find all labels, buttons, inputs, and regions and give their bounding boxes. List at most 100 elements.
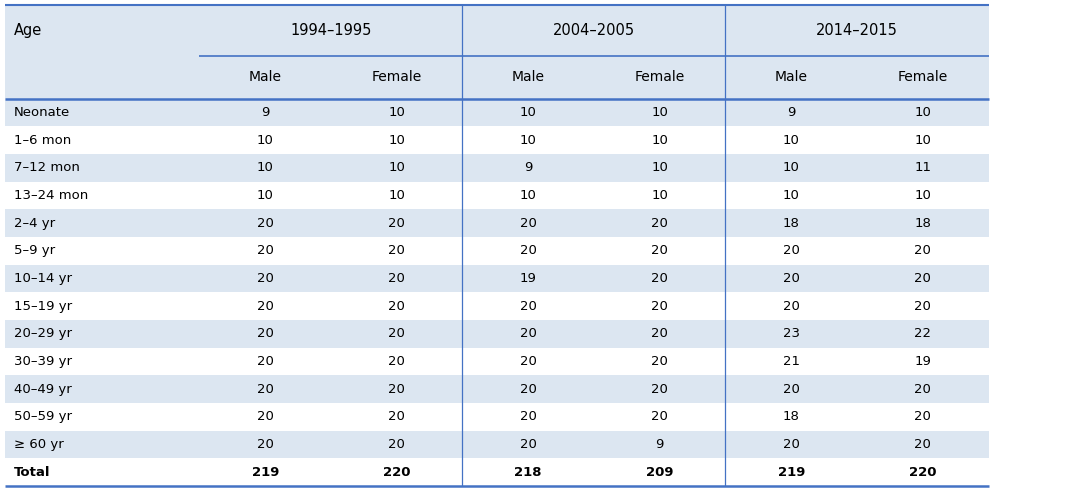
Text: 10: 10 (257, 161, 274, 175)
Text: Total: Total (14, 466, 51, 479)
Text: 2–4 yr: 2–4 yr (14, 217, 55, 230)
Bar (199, 431, 331, 458)
Bar (725, 126, 857, 154)
Text: Female: Female (635, 70, 685, 84)
Bar (199, 320, 331, 348)
Text: 10: 10 (257, 134, 274, 147)
Bar (857, 126, 989, 154)
Bar (594, 348, 725, 375)
Bar (594, 375, 725, 403)
Bar (594, 237, 725, 265)
Text: Male: Male (775, 70, 807, 84)
Bar (594, 320, 725, 348)
Text: Male: Male (249, 70, 281, 84)
Text: 9: 9 (261, 106, 270, 119)
Text: 30–39 yr: 30–39 yr (14, 355, 72, 368)
Text: 20: 20 (257, 272, 274, 285)
Text: ≥ 60 yr: ≥ 60 yr (14, 438, 64, 451)
Bar (725, 237, 857, 265)
Bar (199, 126, 331, 154)
Text: 15–19 yr: 15–19 yr (14, 300, 72, 312)
Bar (462, 348, 594, 375)
Text: 20: 20 (388, 355, 405, 368)
Bar (5, 458, 199, 486)
Text: 2014–2015: 2014–2015 (816, 23, 898, 38)
Text: 9: 9 (655, 438, 664, 451)
Bar (594, 458, 725, 486)
Text: 10: 10 (520, 106, 537, 119)
Text: 10: 10 (914, 106, 931, 119)
Text: 10: 10 (257, 189, 274, 202)
Bar (199, 265, 331, 292)
Text: 20: 20 (651, 245, 668, 257)
Text: 10: 10 (651, 134, 668, 147)
Text: 22: 22 (914, 327, 931, 340)
Text: 10: 10 (783, 134, 800, 147)
Bar (199, 154, 331, 182)
Bar (725, 209, 857, 237)
Bar (5, 292, 199, 320)
Text: 20: 20 (520, 355, 537, 368)
Bar (5, 265, 199, 292)
Bar (5, 375, 199, 403)
Text: 7–12 mon: 7–12 mon (14, 161, 80, 175)
Text: Neonate: Neonate (14, 106, 70, 119)
Bar (5, 237, 199, 265)
Bar (857, 154, 989, 182)
Bar (594, 182, 725, 209)
Bar (857, 458, 989, 486)
Bar (331, 403, 462, 431)
Text: 20: 20 (257, 383, 274, 396)
Bar (725, 403, 857, 431)
Bar (5, 348, 199, 375)
Text: 20: 20 (651, 383, 668, 396)
Bar (462, 99, 594, 126)
Bar (199, 99, 331, 126)
Bar (462, 320, 594, 348)
Text: 19: 19 (914, 355, 931, 368)
Bar (594, 265, 725, 292)
Bar (331, 126, 462, 154)
Text: 20–29 yr: 20–29 yr (14, 327, 72, 340)
Text: 20: 20 (388, 327, 405, 340)
Text: 20: 20 (257, 438, 274, 451)
Text: 20: 20 (388, 438, 405, 451)
Text: 218: 218 (514, 466, 542, 479)
Bar (857, 403, 989, 431)
Bar (725, 99, 857, 126)
Bar (462, 431, 594, 458)
Bar (331, 265, 462, 292)
Text: 1–6 mon: 1–6 mon (14, 134, 71, 147)
Text: 20: 20 (257, 217, 274, 230)
Text: 20: 20 (520, 383, 537, 396)
Text: 9: 9 (787, 106, 796, 119)
Bar (462, 292, 594, 320)
Text: 20: 20 (520, 217, 537, 230)
Text: 20: 20 (914, 245, 931, 257)
Text: 10: 10 (651, 106, 668, 119)
Text: 219: 219 (777, 466, 805, 479)
Text: 20: 20 (783, 245, 800, 257)
Text: 5–9 yr: 5–9 yr (14, 245, 55, 257)
Text: 20: 20 (257, 300, 274, 312)
Text: 10: 10 (388, 134, 405, 147)
Bar (594, 431, 725, 458)
Text: 20: 20 (783, 438, 800, 451)
Bar (331, 154, 462, 182)
Bar (5, 320, 199, 348)
Text: 23: 23 (783, 327, 800, 340)
Bar (331, 237, 462, 265)
Text: 2004–2005: 2004–2005 (553, 23, 635, 38)
Bar (199, 292, 331, 320)
Bar (725, 458, 857, 486)
Bar (857, 237, 989, 265)
Bar (725, 154, 857, 182)
Bar (725, 56, 857, 99)
Text: 20: 20 (388, 272, 405, 285)
Bar (331, 458, 462, 486)
Bar (331, 292, 462, 320)
Bar (594, 292, 725, 320)
Text: 10: 10 (388, 106, 405, 119)
Bar (5, 154, 199, 182)
Bar (331, 375, 462, 403)
